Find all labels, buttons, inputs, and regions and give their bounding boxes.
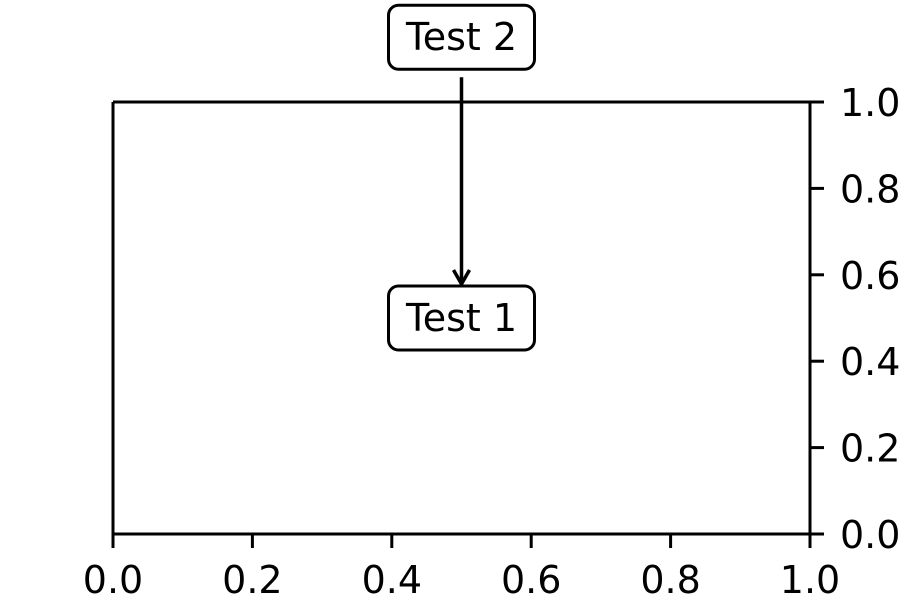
- annotation-text: Test 2: [405, 15, 517, 59]
- y-tick-label: 0.4: [840, 340, 900, 384]
- arrow-head-icon: [451, 269, 472, 288]
- x-tick-label: 0.8: [640, 558, 700, 600]
- x-tick-label: 0.6: [501, 558, 561, 600]
- x-tick-label: 1.0: [780, 558, 840, 600]
- y-tick-label: 0.0: [840, 513, 900, 557]
- annotation-1: Test 1: [387, 284, 536, 352]
- y-tick-label: 0.2: [840, 427, 900, 471]
- y-tick-label: 0.6: [840, 254, 900, 298]
- annotation-box: [387, 3, 536, 71]
- x-tick-label: 0.4: [362, 558, 422, 600]
- y-tick-label: 1.0: [840, 81, 900, 125]
- y-axis: 0.0 0.2 0.4 0.6 0.8 1.0: [810, 81, 900, 557]
- annotation-text: Test 1: [405, 296, 517, 340]
- annotation-2: Test 2: [387, 3, 536, 71]
- x-tick-label: 0.0: [83, 558, 143, 600]
- x-tick-label: 0.2: [222, 558, 282, 600]
- y-tick-label: 0.8: [840, 167, 900, 211]
- x-axis: 0.0 0.2 0.4 0.6 0.8 1.0: [83, 534, 840, 600]
- annotations: Test 1 Test 2: [387, 3, 536, 352]
